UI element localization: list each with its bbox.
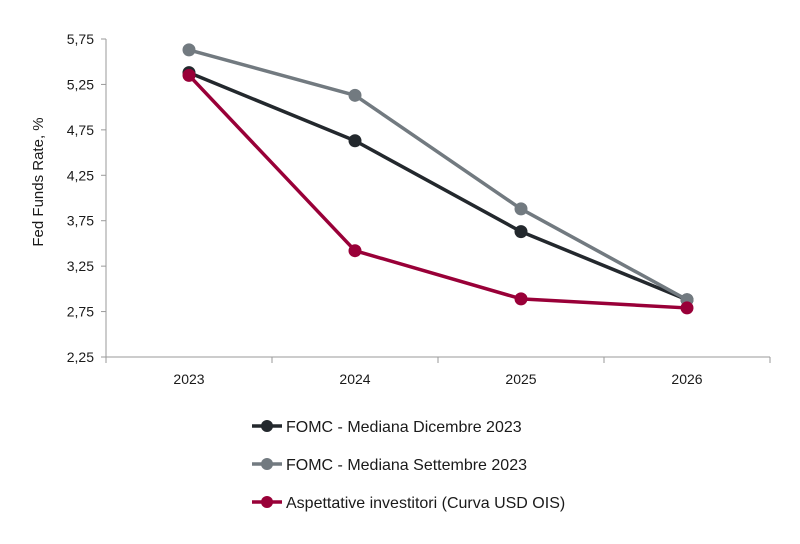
y-tick-label: 4,75 [67,122,94,138]
legend-swatch-marker [261,420,273,432]
y-axis-title: Fed Funds Rate, % [30,117,47,246]
data-point [514,292,528,306]
x-tick-label: 2026 [671,371,702,387]
x-tick-label: 2024 [339,371,370,387]
data-point [514,225,528,239]
legend-label: FOMC - Mediana Settembre 2023 [286,457,527,474]
series-3 [182,68,694,315]
legend-label: Aspettative investitori (Curva USD OIS) [286,495,565,512]
data-point [348,88,362,102]
legend-swatch-marker [261,496,273,508]
y-tick-label: 2,75 [67,304,94,320]
y-tick-label: 3,25 [67,258,94,274]
y-tick-label: 2,25 [67,349,94,365]
series-layer [182,43,694,315]
legend-label: FOMC - Mediana Dicembre 2023 [286,419,522,436]
series-2 [182,43,694,307]
x-axis: 2023 2024 2025 2026 [105,356,771,387]
data-point [514,202,528,216]
legend: FOMC - Mediana Dicembre 2023 FOMC - Media… [252,419,565,512]
data-point [348,244,362,258]
y-tick-label: 5,75 [67,31,94,47]
legend-item: Aspettative investitori (Curva USD OIS) [252,495,565,512]
legend-item: FOMC - Mediana Settembre 2023 [252,457,527,474]
series-line [187,70,689,302]
y-tick-label: 4,25 [67,167,94,183]
y-tick-label: 3,75 [67,213,94,229]
data-point [348,134,362,148]
data-point [680,301,694,315]
legend-swatch-marker [261,458,273,470]
series-1 [182,66,694,307]
series-line [187,48,689,302]
x-tick-label: 2025 [505,371,536,387]
data-point [182,68,196,82]
x-tick-label: 2023 [173,371,204,387]
series-line [187,73,689,310]
y-axis: 2,25 2,75 3,25 3,75 4,25 4,75 5,25 5,75 [67,31,107,365]
y-tick-label: 5,25 [67,76,94,92]
legend-item: FOMC - Mediana Dicembre 2023 [252,419,522,436]
data-point [182,43,196,57]
